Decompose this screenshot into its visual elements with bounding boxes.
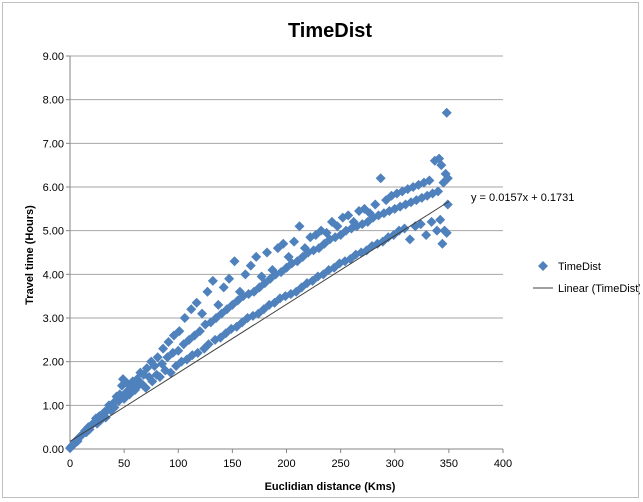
- data-point: [118, 374, 129, 385]
- legend-label-timedist: TimeDist: [558, 261, 601, 273]
- y-tick-label: 4.00: [43, 269, 64, 281]
- data-point: [441, 227, 452, 238]
- data-point: [141, 363, 152, 374]
- data-point: [435, 214, 446, 225]
- data-point: [186, 304, 197, 315]
- data-point: [415, 219, 426, 230]
- data-point: [289, 236, 300, 247]
- data-point: [218, 282, 229, 293]
- data-point: [424, 175, 435, 186]
- data-point: [149, 361, 160, 372]
- data-point: [213, 299, 224, 310]
- trendline: [69, 201, 450, 442]
- x-tick-label: 350: [440, 458, 458, 470]
- y-tick-label: 7.00: [43, 138, 64, 150]
- y-tick-label: 0.00: [43, 444, 64, 456]
- data-point: [140, 382, 151, 393]
- data-point: [436, 160, 447, 171]
- data-point: [431, 225, 442, 236]
- x-axis-title: Euclidian distance (Kms): [265, 481, 396, 493]
- data-points: [65, 107, 453, 454]
- y-tick-label: 2.00: [43, 357, 64, 369]
- chart-title: TimeDist: [288, 20, 372, 42]
- data-point: [245, 260, 256, 271]
- trendline-linear: [69, 201, 450, 442]
- data-point: [294, 221, 305, 232]
- data-point: [426, 216, 437, 227]
- data-point: [278, 238, 289, 249]
- legend-marker-timedist: [538, 261, 548, 271]
- data-point: [163, 337, 174, 348]
- data-point: [191, 297, 202, 308]
- data-point: [332, 221, 343, 232]
- x-tick-label: 0: [67, 458, 73, 470]
- data-point: [433, 186, 444, 197]
- data-point: [404, 234, 415, 245]
- data-point: [437, 238, 448, 249]
- data-point: [154, 371, 165, 382]
- y-tick-label: 3.00: [43, 313, 64, 325]
- x-tick-label: 400: [494, 458, 512, 470]
- data-point: [179, 313, 190, 323]
- data-point: [173, 345, 184, 356]
- data-point: [165, 367, 176, 378]
- y-tick-label: 6.00: [43, 182, 64, 194]
- legend: TimeDist Linear (TimeDist): [533, 261, 640, 295]
- data-point: [240, 269, 251, 280]
- data-point: [251, 251, 262, 262]
- data-point: [152, 352, 163, 363]
- data-point: [441, 107, 452, 118]
- y-tick-label: 1.00: [43, 400, 64, 412]
- data-point: [194, 326, 205, 337]
- data-point: [224, 273, 235, 284]
- gridlines: [70, 55, 503, 406]
- x-tick-label: 200: [277, 458, 295, 470]
- data-point: [421, 230, 432, 241]
- data-point: [202, 286, 213, 297]
- data-point: [370, 199, 381, 210]
- data-point: [147, 376, 158, 387]
- data-point: [197, 308, 208, 319]
- data-point: [442, 199, 453, 210]
- legend-label-linear: Linear (TimeDist): [558, 283, 640, 295]
- data-point: [442, 173, 453, 184]
- data-point: [203, 339, 214, 350]
- data-point: [158, 343, 169, 354]
- x-tick-label: 150: [223, 458, 241, 470]
- data-point: [262, 247, 273, 258]
- data-point: [343, 210, 354, 221]
- data-point: [174, 326, 185, 337]
- data-point: [207, 275, 218, 286]
- data-point: [375, 173, 386, 184]
- axes: [66, 55, 504, 453]
- x-tick-labels: 0 50 100 150 200 250 300 350 400: [67, 458, 512, 470]
- data-point: [124, 389, 135, 400]
- data-point: [253, 308, 264, 319]
- data-point: [192, 347, 203, 358]
- x-tick-label: 50: [118, 458, 130, 470]
- x-tick-label: 100: [169, 458, 187, 470]
- x-tick-label: 250: [331, 458, 349, 470]
- data-point: [109, 402, 120, 413]
- trendline-equation: y = 0.0157x + 0.1731: [471, 192, 574, 204]
- y-tick-label: 8.00: [43, 95, 64, 107]
- data-point: [229, 256, 240, 267]
- y-tick-label: 9.00: [43, 51, 64, 63]
- x-tick-label: 300: [386, 458, 404, 470]
- y-tick-labels: 0.00 1.00 2.00 3.00 4.00 5.00 6.00 7.00 8.00 9.00: [43, 51, 64, 456]
- scatter-chart: 0.00 1.00 2.00 3.00 4.00 5.00 6.00 7.00 8.00 9.00…: [24, 20, 640, 493]
- y-tick-label: 5.00: [43, 226, 64, 238]
- y-axis-title: Travel time (Hours): [24, 205, 36, 305]
